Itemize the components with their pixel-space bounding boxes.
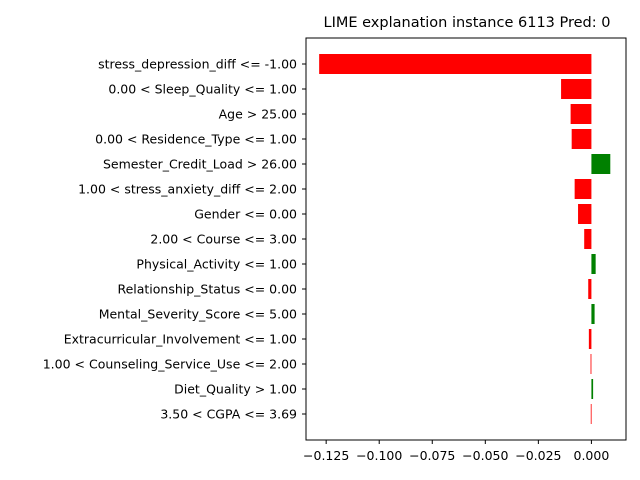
x-tick-label: −0.125 [303,448,349,463]
bar [590,354,592,374]
y-tick-label: 3.50 < CGPA <= 3.69 [160,407,297,422]
bars-group [319,54,611,424]
bar [590,404,592,424]
y-tick-label: Gender <= 0.00 [194,207,297,222]
bar [574,179,592,199]
bar [584,229,592,249]
bar [578,204,592,224]
y-tick-label: 0.00 < Sleep_Quality <= 1.00 [108,82,297,97]
bar [570,104,592,124]
bar [588,279,592,299]
bar [591,379,594,399]
y-tick-label: stress_depression_diff <= -1.00 [98,57,297,72]
y-tick-label: Extracurricular_Involvement <= 1.00 [64,332,297,347]
bar [571,129,592,149]
chart-title: LIME explanation instance 6113 Pred: 0 [324,15,611,31]
bar [561,79,592,99]
y-tick-label: 0.00 < Residence_Type <= 1.00 [95,132,297,147]
x-axis: −0.125 −0.100 −0.075 −0.050 −0.025 0.000 [303,440,609,463]
y-tick-label: 1.00 < Counseling_Service_Use <= 2.00 [43,357,297,372]
bar [319,54,592,74]
bar [591,154,611,174]
y-tick-label: Physical_Activity <= 1.00 [136,257,297,272]
y-tick-labels: stress_depression_diff <= -1.00 0.00 < Sl… [43,57,306,422]
y-tick-label: Mental_Severity_Score <= 5.00 [99,307,297,322]
y-tick-label: Age > 25.00 [219,107,297,122]
x-tick-label: −0.100 [356,448,402,463]
y-tick-label: 2.00 < Course <= 3.00 [150,232,297,247]
x-tick-label: −0.050 [462,448,508,463]
y-tick-label: Relationship_Status <= 0.00 [117,282,297,297]
bar [591,254,596,274]
x-tick-label: −0.025 [515,448,561,463]
y-tick-label: 1.00 < stress_anxiety_diff <= 2.00 [78,182,297,197]
bar [591,304,595,324]
y-tick-label: Semester_Credit_Load > 26.00 [103,157,297,172]
x-tick-label: 0.000 [574,448,610,463]
y-tick-label: Diet_Quality > 1.00 [174,382,297,397]
bar [588,329,592,349]
x-tick-label: −0.075 [409,448,455,463]
plot-frame [305,37,627,441]
